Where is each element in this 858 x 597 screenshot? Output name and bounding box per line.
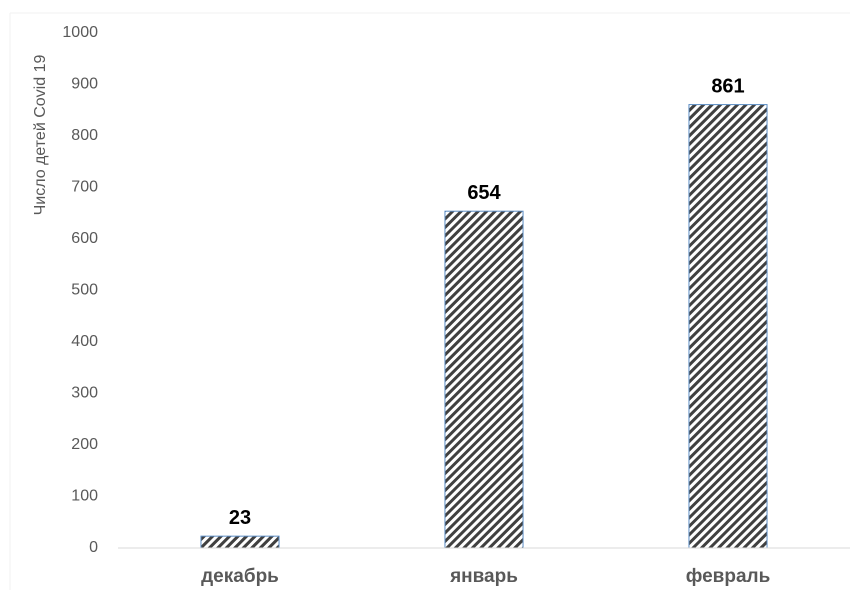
y-tick-label: 1000 <box>62 24 98 41</box>
y-axis: 0 100 200 300 400 500 600 700 800 900 1000 <box>62 24 98 556</box>
y-tick-label: 400 <box>71 333 98 350</box>
x-category-label: январь <box>449 566 518 587</box>
data-label: 23 <box>229 507 251 529</box>
bar-январь <box>444 210 524 549</box>
x-category-label: февраль <box>686 566 771 587</box>
x-axis: декабрь январь февраль <box>118 547 850 587</box>
y-tick-label: 200 <box>71 436 98 453</box>
y-tick-label: 700 <box>71 179 98 196</box>
y-tick-label: 900 <box>71 76 98 93</box>
y-tick-label: 600 <box>71 230 98 247</box>
y-tick-label: 500 <box>71 282 98 299</box>
y-axis-title: Число детей Covid 19 <box>32 55 49 216</box>
bars: 23 654 861 <box>200 76 768 549</box>
y-tick-label: 100 <box>71 488 98 505</box>
data-label: 861 <box>711 76 744 98</box>
y-tick-label: 800 <box>71 127 98 144</box>
bar-февраль <box>688 104 768 549</box>
y-tick-label: 0 <box>89 539 98 556</box>
x-category-label: декабрь <box>201 566 279 587</box>
data-label: 654 <box>467 182 501 204</box>
chart-frame <box>9 12 850 590</box>
bar-декабрь <box>200 535 280 549</box>
y-tick-label: 300 <box>71 385 98 402</box>
